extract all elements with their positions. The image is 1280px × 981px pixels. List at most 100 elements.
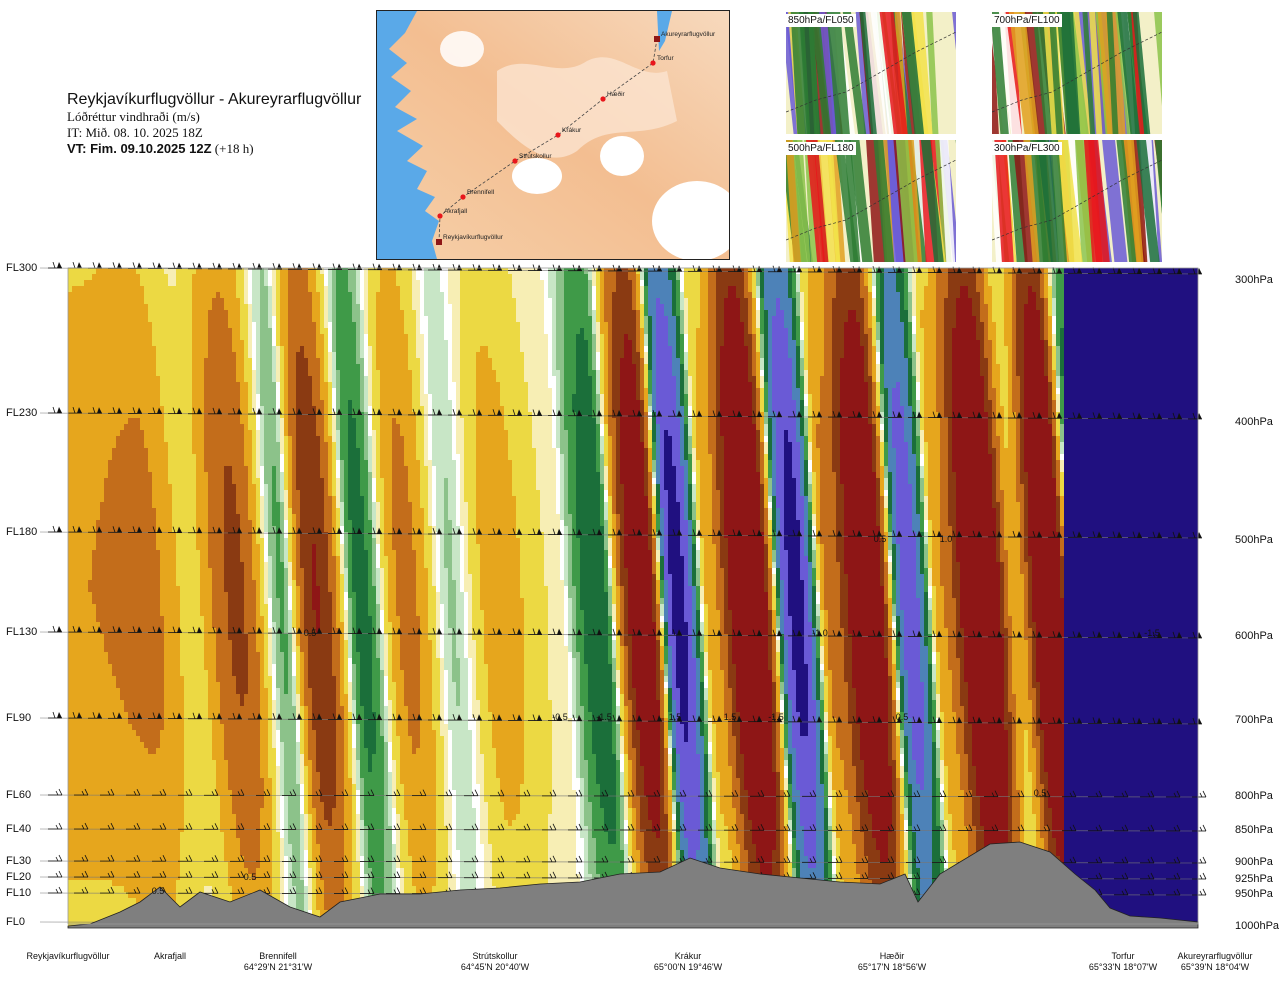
wind-barb: [688, 410, 702, 417]
wind-barb: [464, 871, 479, 879]
map-glacier: [512, 158, 562, 194]
wind-barb: [108, 262, 122, 269]
route-map: Akureyrarflugvöllur Torfur Hæðir Krákur Strú…: [376, 10, 730, 260]
station-name: Hæðir: [879, 951, 905, 961]
wind-barb: [1166, 888, 1181, 896]
init-time: IT: Mið. 08. 10. 2025 18Z: [67, 125, 203, 140]
wind-barb: [906, 824, 921, 831]
wind-barb: [808, 715, 822, 723]
wind-barb: [1166, 872, 1181, 880]
wind-barb: [188, 526, 202, 534]
wind-barb: [48, 406, 62, 414]
wind-barb: [1062, 790, 1077, 798]
value-label: -1.5: [768, 712, 784, 722]
value-label: 0.5: [896, 712, 909, 722]
map-glacier: [600, 136, 644, 176]
pressure-level-label: 700hPa: [1235, 714, 1273, 726]
wind-barb: [1088, 717, 1102, 724]
wind-barb: [100, 788, 115, 796]
value-label: -1.5: [1144, 628, 1160, 638]
wind-barb: [348, 627, 362, 634]
wind-barb: [1008, 630, 1022, 638]
value-label: 1.5: [724, 712, 737, 722]
wind-barb: [728, 529, 742, 536]
wind-barb: [74, 870, 89, 878]
wind-barb: [1048, 412, 1062, 419]
wind-barb: [468, 409, 482, 416]
chart-subtitle: Lóðréttur vindhraði (m/s): [67, 109, 200, 124]
wind-barb: [282, 789, 297, 796]
wind-barb: [594, 855, 609, 863]
wind-barb: [516, 789, 531, 797]
wind-barb: [68, 625, 82, 633]
wind-barb: [108, 626, 122, 633]
wind-barb: [542, 789, 557, 797]
wind-barb: [468, 628, 482, 635]
wind-barb: [828, 824, 843, 831]
wind-barb: [488, 714, 502, 721]
wind-barb: [508, 264, 522, 271]
wind-barb: [548, 528, 562, 536]
wind-barb: [1088, 872, 1103, 880]
wind-barb: [126, 788, 141, 796]
wind-barb: [48, 262, 62, 269]
wind-barb: [412, 823, 427, 831]
wind-barb: [932, 856, 947, 863]
wind-barb: [594, 823, 609, 831]
station-coord: 65°17'N 18°56'W: [857, 962, 927, 972]
wind-barb: [828, 872, 843, 879]
wind-barb: [282, 887, 297, 894]
wind-barb: [968, 411, 982, 419]
wind-barb: [468, 528, 482, 535]
mini-map-label: 300hPa/FL300: [992, 142, 1062, 155]
wind-barb: [48, 711, 62, 719]
pressure-level-label: 400hPa: [1235, 416, 1273, 428]
value-label: 0.5: [152, 886, 165, 896]
wind-barb: [1192, 824, 1207, 832]
route-point-marker: [600, 96, 606, 102]
wind-barb: [768, 265, 782, 273]
pressure-level-label: 900hPa: [1235, 856, 1273, 868]
wind-barb: [988, 630, 1002, 638]
flight-level-label: FL20: [6, 871, 32, 883]
wind-barb: [464, 823, 479, 831]
wind-barb: [168, 526, 182, 534]
wind-barb: [126, 870, 141, 878]
wind-barb: [748, 410, 762, 418]
flight-level-label: FL90: [6, 712, 32, 724]
value-label: 1.5: [669, 712, 682, 722]
wind-barb: [188, 712, 202, 720]
wind-barb: [620, 823, 635, 831]
wind-barb: [906, 872, 921, 879]
wind-barb: [594, 789, 609, 797]
wind-barb: [388, 408, 402, 416]
terrain-profile: [67, 841, 1199, 929]
wind-barb: [88, 712, 102, 719]
wind-barb: [230, 789, 245, 796]
route-point-marker: [555, 132, 561, 138]
wind-barb: [308, 408, 322, 415]
pressure-level-label: 950hPa: [1235, 888, 1273, 900]
station-name: Reykjavíkurflugvöllur: [26, 951, 110, 961]
wind-barb: [868, 630, 882, 637]
wind-barb: [768, 629, 782, 637]
wind-barb: [88, 626, 102, 633]
wind-barb: [126, 854, 141, 862]
route-point-label: Reykjavíkurflugvöllur: [443, 234, 504, 241]
wind-barb: [230, 871, 245, 878]
station-coord: 64°29'N 21°31'W: [243, 962, 313, 972]
route-point-marker: [512, 158, 518, 164]
pressure-level-label: 1000hPa: [1235, 920, 1280, 932]
wind-barb: [88, 262, 102, 269]
wind-barb: [802, 824, 817, 831]
wind-barb: [328, 627, 342, 634]
wind-barb: [828, 410, 842, 418]
wind-barb: [646, 823, 661, 831]
wind-barb: [688, 715, 702, 722]
wind-barb: [412, 871, 427, 879]
wind-barb: [854, 872, 869, 879]
wind-barb: [230, 887, 245, 894]
wind-barb: [148, 626, 162, 633]
station-coord: 65°33'N 18°07'W: [1088, 962, 1158, 972]
wind-barb: [880, 790, 895, 797]
